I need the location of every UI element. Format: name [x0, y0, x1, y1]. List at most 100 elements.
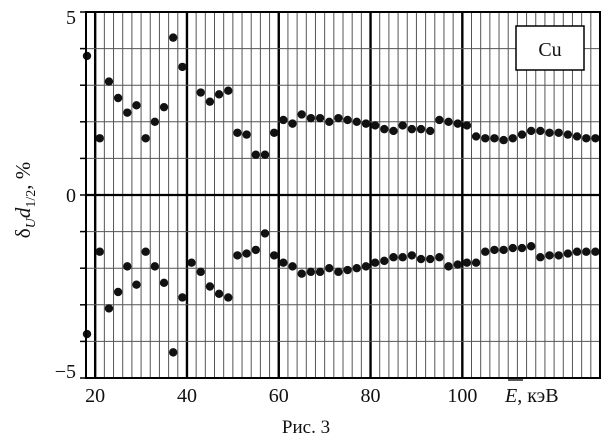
- lower-point: [288, 262, 297, 271]
- upper-point: [380, 124, 389, 134]
- lower-point: [407, 251, 417, 260]
- upper-point: [141, 134, 150, 143]
- lower-point: [297, 269, 306, 278]
- lower-point: [104, 304, 114, 313]
- upper-point: [536, 126, 545, 136]
- y-label-d-sub: 1/2: [24, 190, 39, 208]
- x-tick-label-80: 80: [361, 385, 381, 407]
- y-label-delta: δ: [11, 228, 35, 238]
- lower-point: [123, 262, 132, 271]
- upper-point: [499, 135, 508, 145]
- upper-point: [361, 119, 371, 128]
- lower-point: [260, 229, 270, 238]
- lower-point: [251, 245, 261, 255]
- lower-point: [554, 251, 563, 260]
- lower-point: [150, 262, 160, 271]
- upper-point: [563, 130, 573, 139]
- plot-frame: [85, 11, 601, 379]
- upper-point: [315, 113, 325, 123]
- upper-point: [554, 128, 563, 137]
- lower-point: [224, 293, 233, 302]
- y-tick-label-5: 5: [66, 7, 76, 29]
- y-label-unit: , %: [11, 162, 35, 190]
- upper-point: [389, 126, 398, 136]
- upper-point: [297, 110, 306, 119]
- upper-point: [425, 126, 435, 136]
- lower-point: [233, 251, 242, 260]
- lower-point: [444, 262, 453, 271]
- x-tick-label-40: 40: [177, 385, 197, 407]
- lower-point: [343, 265, 352, 275]
- upper-point: [545, 128, 554, 137]
- lower-point: [113, 287, 123, 297]
- grid: [80, 11, 600, 379]
- lower-point: [453, 260, 462, 269]
- upper-point: [582, 134, 591, 143]
- upper-point: [343, 115, 352, 125]
- upper-point: [453, 119, 462, 128]
- lower-point: [334, 267, 343, 277]
- lower-point: [306, 267, 316, 277]
- upper-point: [591, 134, 600, 143]
- lower-point: [545, 251, 554, 260]
- legend-box: [515, 25, 585, 71]
- lower-point: [196, 267, 205, 277]
- upper-point: [481, 134, 490, 143]
- lower-point: [279, 258, 288, 267]
- y-tick-label-minus-5: −5: [55, 361, 76, 383]
- upper-point: [95, 134, 104, 143]
- upper-point: [178, 62, 187, 72]
- upper-point: [306, 113, 316, 123]
- lower-point: [380, 256, 389, 266]
- upper-point: [398, 121, 407, 130]
- lower-point: [416, 254, 426, 264]
- lower-point: [462, 258, 472, 267]
- lower-point: [490, 245, 499, 255]
- lower-point: [352, 264, 361, 273]
- upper-point: [526, 126, 536, 136]
- upper-point: [196, 88, 205, 97]
- upper-point: [251, 150, 261, 159]
- lower-point: [389, 253, 398, 262]
- x-tick-label-100: 100: [447, 385, 477, 407]
- lower-point: [481, 247, 490, 256]
- upper-point: [205, 97, 215, 106]
- y-label-delta-sub: U: [24, 217, 39, 228]
- upper-point: [242, 130, 251, 139]
- upper-point: [517, 130, 527, 139]
- upper-point: [435, 115, 444, 125]
- lower-point: [269, 251, 279, 260]
- x-axis-label: E, кэВ: [504, 385, 559, 407]
- y-tick-label-0: 0: [66, 185, 76, 207]
- lower-point: [95, 247, 104, 256]
- lower-point: [398, 253, 407, 262]
- lower-point: [471, 258, 481, 267]
- lower-point: [370, 258, 380, 267]
- lower-point: [132, 280, 141, 289]
- upper-point: [416, 124, 426, 134]
- upper-point: [407, 124, 417, 134]
- upper-point: [150, 117, 160, 127]
- lower-point: [435, 253, 444, 262]
- lower-point: [425, 254, 435, 264]
- lower-point: [536, 253, 545, 262]
- upper-point: [159, 102, 169, 112]
- lower-point: [178, 293, 187, 302]
- upper-point: [214, 90, 224, 99]
- lower-point: [563, 249, 573, 258]
- lower-point: [591, 247, 600, 256]
- lower-point: [205, 282, 215, 291]
- upper-point: [288, 119, 297, 128]
- upper-point: [269, 128, 279, 137]
- upper-point: [260, 150, 270, 159]
- upper-point: [279, 115, 288, 125]
- lower-point: [315, 267, 325, 277]
- lower-point: [526, 242, 536, 251]
- upper-point: [462, 121, 472, 130]
- upper-point: [334, 113, 343, 123]
- upper-point: [233, 128, 242, 137]
- lower-point: [159, 278, 169, 288]
- lower-point: [508, 243, 518, 253]
- upper-point: [123, 108, 132, 117]
